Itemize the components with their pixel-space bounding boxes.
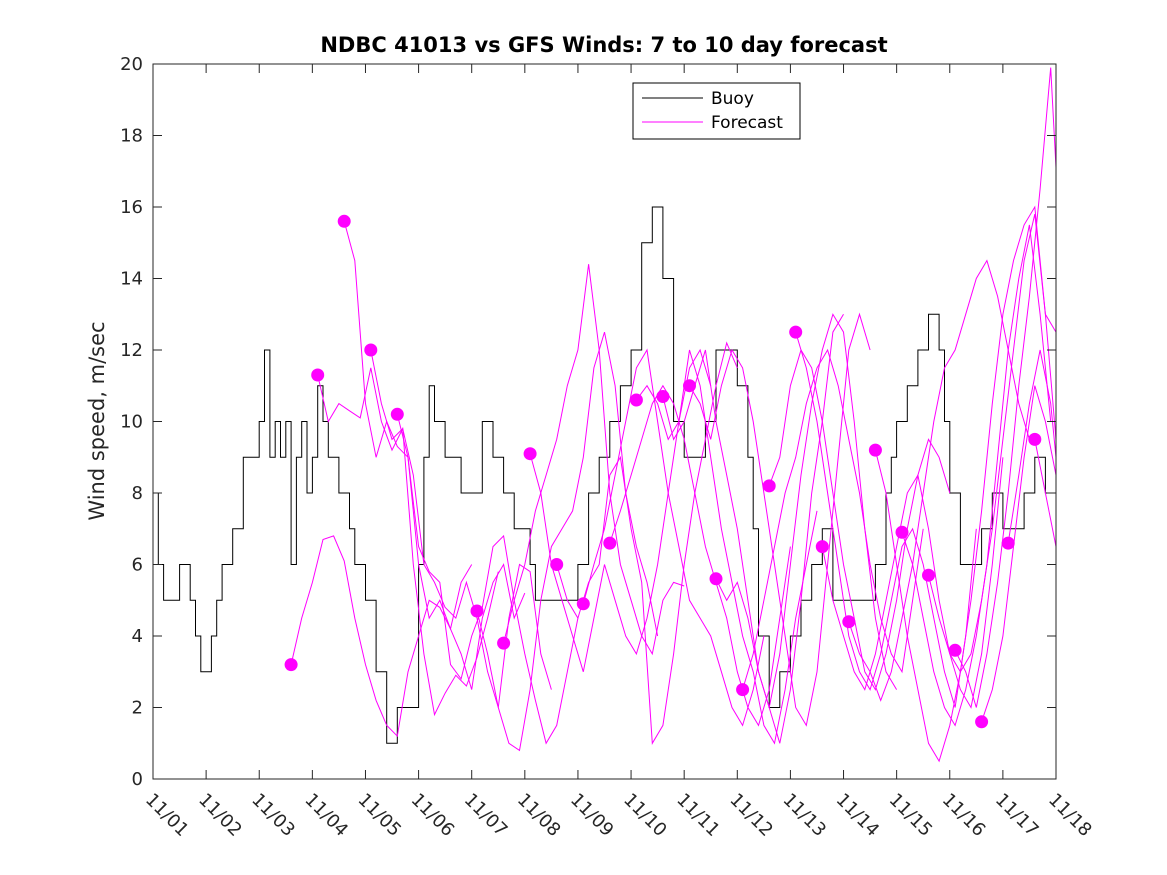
legend: Buoy Forecast <box>632 82 801 140</box>
forecast-run-line <box>343 221 526 690</box>
forecast-run-line <box>768 348 951 691</box>
forecast-start-point <box>709 572 723 586</box>
y-tick-label: 18 <box>120 126 143 147</box>
buoy-series-line <box>153 206 1056 744</box>
forecast-start-point <box>789 325 803 339</box>
forecast-start-point <box>736 683 750 697</box>
forecast-run-line <box>689 312 871 727</box>
forecast-start-point <box>497 636 511 650</box>
forecast-run-line <box>981 385 1057 722</box>
forecast-start-point <box>629 393 643 407</box>
forecast-run-line <box>635 349 818 745</box>
forecast-start-point <box>656 390 670 403</box>
forecast-start-point <box>762 479 776 493</box>
forecast-start-point <box>603 536 617 550</box>
forecast-run-line <box>503 264 685 656</box>
forecast-start-point <box>1028 432 1042 446</box>
y-tick-label: 0 <box>132 769 143 790</box>
y-tick-label: 8 <box>132 483 143 504</box>
forecast-run-line <box>317 367 499 717</box>
forecast-start-point <box>523 447 537 461</box>
y-tick-label: 20 <box>120 54 143 75</box>
forecast-start-point <box>922 568 935 582</box>
forecast-run-line <box>609 384 791 727</box>
forecast-start-point <box>975 715 989 729</box>
forecast-run-line <box>742 348 924 690</box>
y-tick-label: 12 <box>120 340 143 361</box>
legend-buoy-label: Buoy <box>711 89 754 109</box>
y-axis-label: Wind speed, m/sec <box>85 321 109 520</box>
forecast-start-point <box>868 443 882 457</box>
forecast-start-point <box>683 379 696 393</box>
forecast-run-line <box>582 348 765 727</box>
forecast-run-line <box>290 535 473 738</box>
forecast-start-point <box>364 343 378 357</box>
forecast-start-point <box>948 643 962 657</box>
forecast-run-line <box>954 67 1057 708</box>
forecast-run-line <box>1007 349 1057 544</box>
forecast-start-point <box>550 558 564 571</box>
forecast-start-point <box>470 604 484 618</box>
chart-title: NDBC 41013 vs GFS Winds: 7 to 10 day for… <box>320 33 887 57</box>
forecast-run-line <box>874 205 1057 763</box>
y-tick-label: 4 <box>132 626 143 647</box>
forecast-start-point <box>311 368 325 382</box>
forecast-start-point <box>337 214 351 228</box>
forecast-start-point <box>842 615 856 629</box>
forecast-run-line <box>901 224 1052 727</box>
forecast-run-line <box>821 457 1004 709</box>
forecast-run-line <box>795 331 977 708</box>
forecast-start-point <box>284 658 298 672</box>
y-tick-label: 2 <box>132 698 143 719</box>
legend-forecast-label: Forecast <box>711 113 783 133</box>
forecast-start-point <box>576 597 590 611</box>
forecast-start-point <box>815 540 829 554</box>
forecast-start-point <box>895 525 909 539</box>
forecast-run-line <box>396 414 579 745</box>
forecast-start-point <box>1001 536 1015 550</box>
forecast-run-line <box>848 259 1030 702</box>
y-tick-label: 6 <box>132 555 143 576</box>
y-tick-label: 14 <box>120 269 143 290</box>
forecast-start-point <box>390 407 404 421</box>
series-layer <box>153 67 1057 763</box>
y-tick-label: 16 <box>120 197 143 218</box>
forecast-run-line <box>1034 439 1057 547</box>
legend-box <box>632 82 801 140</box>
y-tick-label: 10 <box>120 412 143 433</box>
